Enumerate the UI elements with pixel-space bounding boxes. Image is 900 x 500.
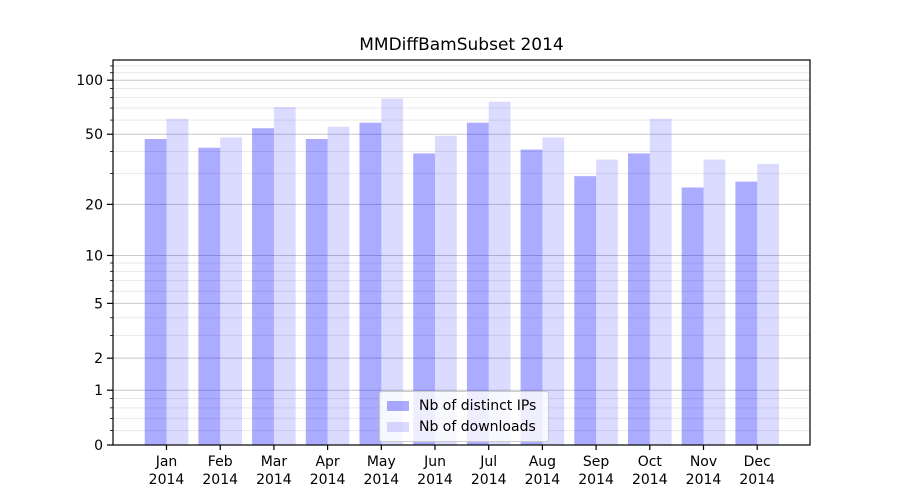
legend-swatch-distinct-ips [387, 401, 409, 411]
y-tick-label: 2 [94, 351, 103, 367]
x-tick-label-month: Apr [315, 454, 339, 470]
bar-downloads [542, 137, 565, 445]
legend-swatch-downloads [387, 422, 409, 432]
x-tick-label-year: 2014 [632, 472, 668, 488]
chart-title: MMDiffBamSubset 2014 [359, 35, 564, 55]
bar-downloads [220, 137, 242, 445]
bar-distinct-ips [520, 149, 543, 445]
bar-downloads [649, 118, 672, 445]
x-tick-label-month: Jun [423, 454, 446, 470]
legend-label-downloads: Nb of downloads [419, 419, 536, 435]
bar-downloads [273, 106, 296, 445]
bar-distinct-ips [466, 122, 489, 446]
bar-downloads [166, 118, 189, 445]
legend: Nb of distinct IPs Nb of downloads [379, 391, 550, 442]
bar-distinct-ips [198, 147, 221, 445]
bar-downloads [381, 98, 404, 445]
bar-distinct-ips [628, 153, 650, 445]
legend-label-distinct-ips: Nb of distinct IPs [419, 398, 537, 414]
x-tick-label-month: Jul [479, 454, 497, 470]
x-tick-label-year: 2014 [739, 472, 775, 488]
bar-distinct-ips [305, 139, 328, 445]
x-tick-label-year: 2014 [256, 472, 292, 488]
x-tick-label-month: Feb [208, 454, 233, 470]
bar-distinct-ips [574, 176, 597, 445]
x-tick-label-month: Jan [155, 454, 178, 470]
x-tick-label-year: 2014 [525, 472, 561, 488]
bar-downloads [435, 135, 457, 445]
x-tick-label-year: 2014 [310, 472, 346, 488]
x-tick-label-year: 2014 [471, 472, 507, 488]
bar-distinct-ips [413, 153, 435, 445]
x-tick-label-year: 2014 [578, 472, 614, 488]
x-tick-label-month: Sep [583, 454, 610, 470]
x-tick-label-year: 2014 [149, 472, 185, 488]
bar-distinct-ips [144, 139, 167, 445]
y-tick-label: 50 [85, 127, 103, 143]
x-tick-label-month: Aug [529, 454, 556, 470]
x-tick-label-month: Mar [261, 454, 288, 470]
x-tick-label-month: May [367, 454, 396, 470]
bar-distinct-ips [681, 187, 704, 445]
x-tick-label-month: Nov [690, 454, 717, 470]
x-tick-label-year: 2014 [363, 472, 399, 488]
bar-distinct-ips [252, 128, 274, 445]
bar-distinct-ips [735, 181, 758, 445]
y-tick-label: 1 [94, 383, 103, 399]
x-tick-label-year: 2014 [202, 472, 238, 488]
legend-item-distinct-ips: Nb of distinct IPs [387, 396, 536, 416]
bar-downloads [488, 101, 511, 445]
y-tick-label: 100 [76, 73, 103, 89]
axes-spines [112, 59, 811, 446]
x-tick-label-month: Oct [638, 454, 663, 470]
legend-item-downloads: Nb of downloads [387, 417, 536, 437]
x-tick-label-year: 2014 [417, 472, 453, 488]
x-tick-label-year: 2014 [686, 472, 722, 488]
bar-downloads [757, 163, 779, 445]
bar-distinct-ips [359, 122, 382, 446]
y-tick-label: 10 [85, 248, 103, 264]
bar-downloads [703, 159, 726, 445]
y-tick-label: 0 [94, 438, 103, 454]
x-tick-label-month: Dec [744, 454, 771, 470]
y-tick-label: 5 [94, 296, 103, 312]
y-tick-label: 20 [85, 197, 103, 213]
bar-downloads [327, 126, 350, 446]
bar-downloads [596, 159, 618, 445]
